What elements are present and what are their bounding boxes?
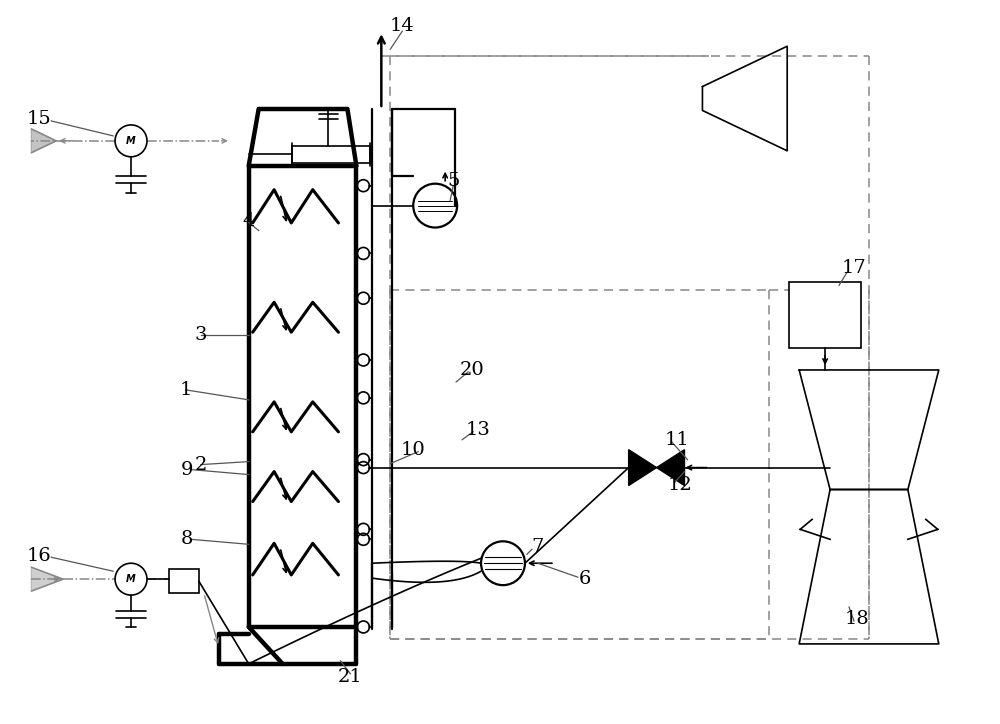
Text: 17: 17 bbox=[842, 259, 866, 277]
Text: M: M bbox=[126, 574, 136, 584]
Text: 10: 10 bbox=[401, 441, 426, 459]
Text: 11: 11 bbox=[664, 431, 689, 449]
Bar bbox=[169, 569, 199, 593]
Text: 21: 21 bbox=[338, 668, 363, 686]
Text: 9: 9 bbox=[181, 460, 193, 479]
Text: 6: 6 bbox=[579, 571, 591, 588]
Polygon shape bbox=[629, 450, 657, 486]
Text: 18: 18 bbox=[845, 610, 869, 628]
Polygon shape bbox=[31, 567, 63, 591]
Text: 15: 15 bbox=[27, 110, 52, 128]
Text: 4: 4 bbox=[243, 211, 255, 230]
Text: 12: 12 bbox=[667, 476, 692, 494]
Text: 3: 3 bbox=[195, 326, 207, 344]
Text: 8: 8 bbox=[181, 530, 193, 548]
Text: 7: 7 bbox=[532, 538, 544, 556]
Bar bbox=[292, 146, 370, 163]
Text: 16: 16 bbox=[27, 547, 52, 565]
Polygon shape bbox=[31, 129, 56, 153]
Text: 2: 2 bbox=[195, 455, 207, 473]
Bar bbox=[789, 282, 861, 348]
Text: 5: 5 bbox=[447, 172, 459, 190]
Text: M: M bbox=[126, 136, 136, 146]
Text: 14: 14 bbox=[390, 17, 415, 35]
Text: 13: 13 bbox=[466, 421, 490, 439]
Text: 1: 1 bbox=[180, 381, 192, 399]
Text: 20: 20 bbox=[460, 361, 484, 379]
Polygon shape bbox=[657, 450, 684, 486]
